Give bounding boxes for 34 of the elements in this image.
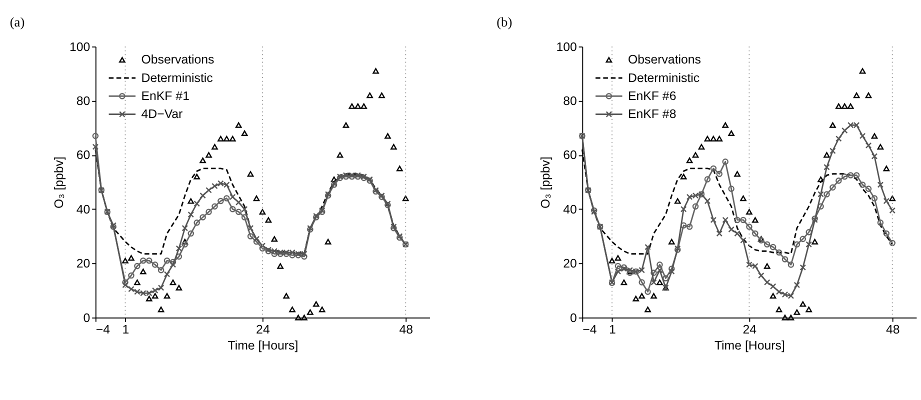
x-tick-label: −4 [582, 322, 597, 336]
x-tick-label: 48 [399, 322, 414, 336]
y-tick-label: 40 [563, 202, 578, 216]
x-axis-title: Time [Hours] [228, 338, 298, 353]
x-tick-label: 1 [122, 322, 130, 336]
y-tick-label: 40 [76, 202, 90, 216]
y-tick-label: 60 [76, 148, 90, 162]
legend-label: EnKF #1 [141, 88, 190, 103]
y-tick-label: 80 [563, 94, 578, 108]
y-tick-label: 100 [556, 40, 578, 54]
y-tick-label: 0 [83, 310, 90, 325]
chart-title: (b) [496, 14, 512, 30]
legend-label: EnKF #8 [628, 107, 676, 122]
y-tick-label: 0 [570, 310, 578, 325]
y-axis-title: O₃ [ppbv] [52, 156, 66, 208]
y-tick-label: 20 [76, 256, 90, 271]
legend-label: 4D−Var [141, 107, 183, 122]
x-tick-label: 1 [609, 322, 616, 336]
x-axis-title: Time [Hours] [714, 338, 785, 353]
y-tick-label: 20 [563, 256, 578, 271]
y-tick-label: 100 [70, 40, 90, 54]
x-tick-label: 24 [742, 322, 757, 336]
legend-label: EnKF #6 [628, 88, 676, 103]
chart-title: (a) [10, 14, 25, 30]
legend-label: Observations [628, 52, 702, 67]
y-tick-label: 80 [76, 94, 90, 108]
legend-label: Deterministic [141, 70, 213, 85]
y-tick-label: 60 [563, 148, 578, 162]
x-tick-label: 24 [256, 322, 270, 336]
y-axis-title: O₃ [ppbv] [538, 156, 553, 208]
legend-label: Deterministic [628, 70, 700, 85]
x-tick-label: −4 [96, 322, 110, 336]
x-tick-label: 48 [886, 322, 900, 336]
legend-label: Observations [141, 52, 214, 67]
